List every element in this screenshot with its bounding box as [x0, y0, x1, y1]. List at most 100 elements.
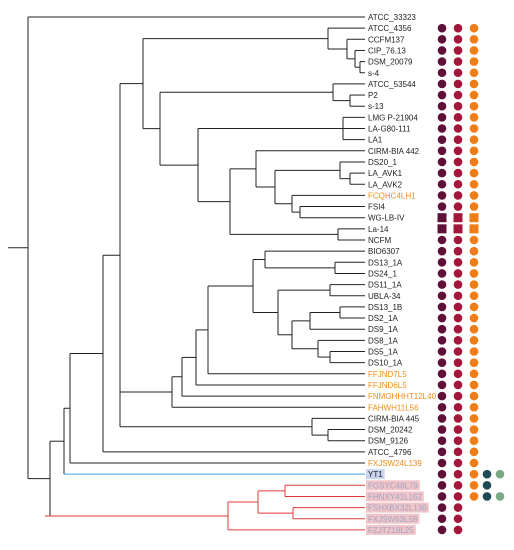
taxon-label: UBLA-34 — [368, 292, 401, 301]
taxon-label: BIO6307 — [368, 247, 400, 256]
taxon-label: DS13_1B — [368, 303, 402, 312]
taxon-label: DS13_1A — [368, 258, 403, 267]
trait-circle-marker — [469, 336, 479, 345]
taxon-label: LA-G80-111 — [368, 125, 411, 134]
trait-circle-marker — [453, 179, 463, 189]
trait-circle-marker — [453, 113, 463, 122]
trait-circle-marker — [453, 347, 463, 356]
trait-circle-marker — [469, 168, 479, 178]
trait-circle-marker — [453, 23, 463, 33]
trait-circle-marker — [469, 280, 479, 289]
trait-markers — [437, 23, 505, 535]
taxon-label: DSM_9126 — [368, 437, 409, 446]
trait-circle-marker — [437, 179, 447, 189]
trait-circle-marker — [437, 492, 447, 501]
taxon-label: FFJND6L5 — [368, 381, 407, 390]
trait-circle-marker — [495, 469, 505, 479]
taxon-label: FGSYC48L79 — [368, 481, 418, 490]
taxon-label: ATCC_4356 — [368, 24, 412, 33]
trait-circle-marker — [469, 179, 479, 189]
trait-circle-marker — [469, 191, 479, 200]
trait-circle-marker — [469, 425, 479, 434]
taxon-label: DSM_20242 — [368, 426, 413, 435]
trait-circle-marker — [469, 324, 479, 334]
trait-circle-marker — [453, 168, 463, 178]
label-highlight — [366, 502, 429, 513]
trait-circle-marker — [469, 302, 479, 312]
trait-circle-marker — [437, 503, 447, 512]
taxon-label: ATCC_4796 — [368, 448, 412, 457]
trait-circle-marker — [437, 302, 447, 312]
trait-circle-marker — [437, 414, 447, 423]
trait-circle-marker — [469, 291, 479, 301]
trait-circle-marker — [437, 258, 447, 267]
label-highlight — [366, 469, 385, 480]
trait-circle-marker — [437, 23, 447, 33]
taxon-label: FZJTZ18L25 — [368, 526, 414, 535]
taxon-label: P2 — [368, 91, 378, 100]
trait-square-marker — [437, 224, 447, 234]
taxon-labels: ATCC_33323 ATCC_4356 CCFM137 CIP_76.13 DSM_2… — [368, 13, 437, 535]
trait-circle-marker — [437, 369, 447, 379]
trait-circle-marker — [437, 101, 447, 111]
trait-circle-marker — [437, 113, 447, 122]
taxon-label: FSHXBX32L130 — [368, 504, 427, 513]
trait-circle-marker — [469, 414, 479, 423]
taxon-label: ATCC_33323 — [368, 13, 416, 22]
trait-circle-marker — [469, 124, 479, 133]
trait-circle-marker — [453, 525, 463, 535]
taxon-label: FFJND7L5 — [368, 370, 407, 379]
taxon-label: CIRM-BIA 442 — [368, 147, 420, 156]
trait-circle-marker — [482, 481, 492, 490]
trait-circle-marker — [469, 35, 479, 44]
trait-circle-marker — [469, 402, 479, 412]
taxon-label: DS11_1A — [368, 281, 402, 290]
label-highlight — [366, 491, 424, 502]
trait-circle-marker — [453, 514, 463, 524]
taxon-label: FXJSW63L58 — [368, 515, 418, 524]
trait-circle-marker — [437, 235, 447, 245]
trait-circle-marker — [469, 246, 479, 256]
trait-circle-marker — [469, 458, 479, 468]
trait-circle-marker — [437, 514, 447, 524]
taxon-label: FCQHC4LH1 — [368, 191, 416, 200]
taxon-label: s-13 — [368, 102, 384, 111]
trait-square-marker — [453, 213, 463, 223]
taxon-label: FHNXY41L162 — [368, 492, 422, 501]
trait-circle-marker — [437, 469, 447, 479]
taxon-label: DS9_1A — [368, 325, 398, 334]
trait-circle-marker — [453, 481, 463, 490]
taxon-label: LA1 — [368, 136, 383, 145]
trait-circle-marker — [453, 391, 463, 401]
trait-circle-marker — [437, 458, 447, 468]
taxon-label: CIRM-BIA 445 — [368, 414, 420, 423]
trait-circle-marker — [437, 358, 447, 367]
trait-circle-marker — [453, 35, 463, 44]
taxon-label: WG-LB-IV — [368, 214, 405, 223]
trait-circle-marker — [437, 436, 447, 446]
trait-circle-marker — [437, 291, 447, 301]
trait-circle-marker — [453, 135, 463, 144]
trait-circle-marker — [469, 157, 479, 167]
taxon-label: s-4 — [368, 69, 380, 78]
trait-circle-marker — [469, 79, 479, 89]
trait-circle-marker — [453, 291, 463, 301]
trait-circle-marker — [495, 492, 505, 501]
taxon-label: DSM_20079 — [368, 58, 413, 67]
taxon-label: CIP_76.13 — [368, 46, 406, 55]
trait-circle-marker — [437, 525, 447, 535]
taxon-label: FNMGHHHT12L40 — [368, 392, 437, 401]
trait-circle-marker — [453, 313, 463, 323]
trait-square-marker — [437, 213, 447, 223]
trait-circle-marker — [453, 202, 463, 211]
trait-circle-marker — [469, 146, 479, 156]
taxon-label: FSI4 — [368, 203, 385, 212]
trait-circle-marker — [469, 90, 479, 100]
trait-circle-marker — [437, 391, 447, 401]
trait-circle-marker — [469, 202, 479, 211]
trait-circle-marker — [469, 391, 479, 401]
trait-circle-marker — [453, 358, 463, 367]
trait-circle-marker — [453, 425, 463, 434]
trait-circle-marker — [469, 269, 479, 278]
taxon-label: DS5_1A — [368, 348, 398, 357]
